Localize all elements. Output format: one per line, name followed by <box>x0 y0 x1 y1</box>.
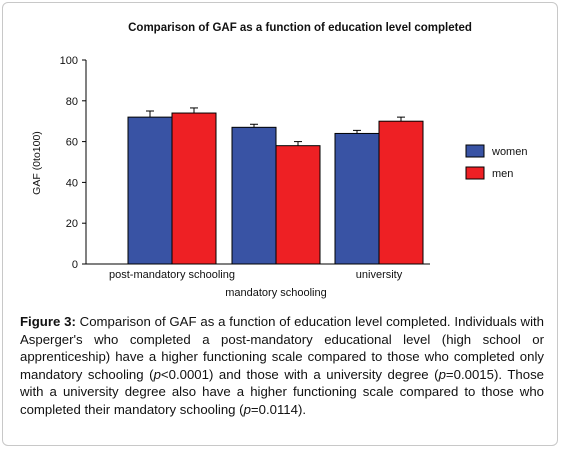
caption-p-2: p <box>438 366 446 382</box>
legend-swatch-men <box>465 166 485 180</box>
y-tick-label: 20 <box>66 218 78 230</box>
caption-text-4: =0.0114). <box>250 401 307 417</box>
x-axis-labels: post-mandatory schooling mandatory school… <box>109 269 403 299</box>
caption-p-1: p <box>153 366 161 382</box>
y-tick-label: 0 <box>72 259 78 271</box>
y-tick-label: 40 <box>66 177 78 189</box>
caption-text-3: =0.0015). Those with a university degree… <box>20 366 545 417</box>
x-tick-label: mandatory schooling <box>225 287 327 299</box>
legend-label-men: men <box>492 168 513 180</box>
bar-men-2 <box>378 120 424 265</box>
x-tick-label: post-mandatory schooling <box>109 269 235 281</box>
y-tick-label: 100 <box>60 55 78 67</box>
bar-group <box>127 107 424 265</box>
legend-swatch-women <box>465 144 485 158</box>
x-tick-label: university <box>356 269 403 281</box>
bar-women-2 <box>334 132 380 265</box>
y-axis-ticks: 0 20 40 60 80 100 <box>60 55 86 271</box>
y-tick-label: 60 <box>66 137 78 149</box>
bar-women-0 <box>127 116 173 265</box>
y-axis-label: GAF (0to100) <box>31 131 43 195</box>
bar-chart: Comparison of GAF as a function of educa… <box>31 22 527 299</box>
legend-label-women: women <box>491 146 527 158</box>
y-tick-label: 80 <box>66 96 78 108</box>
figure-caption: Figure 3: Comparison of GAF as a functio… <box>20 313 544 419</box>
bar-men-1 <box>275 145 321 265</box>
caption-label: Figure 3: <box>20 314 76 329</box>
bar-men-0 <box>171 112 217 265</box>
chart-title: Comparison of GAF as a function of educa… <box>128 22 472 34</box>
bar-women-1 <box>231 126 277 265</box>
caption-text-2: <0.0001) and those with a university deg… <box>160 366 439 382</box>
caption-text-1: Comparison of GAF as a function of educa… <box>20 314 544 382</box>
caption-p-3: p <box>243 401 251 417</box>
legend: women men <box>465 144 527 180</box>
